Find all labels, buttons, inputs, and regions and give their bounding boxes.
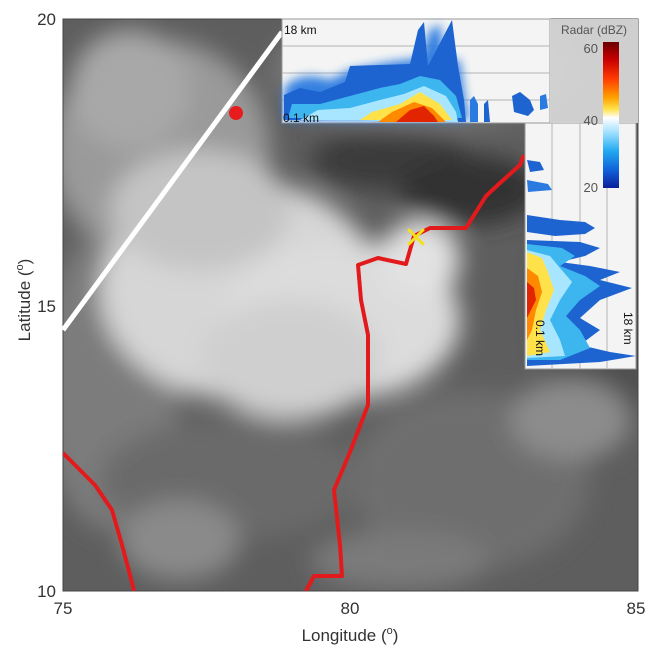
colorbar-tick-60: 60 xyxy=(584,41,598,56)
flight-track-line xyxy=(60,30,285,332)
x-tick-75: 75 xyxy=(54,599,73,618)
right-inset-height-high-label: 18 km xyxy=(621,312,635,345)
y-tick-10: 10 xyxy=(37,582,56,601)
colorbar-gradient xyxy=(603,42,619,188)
axis-ticks: 75 80 85 20 15 10 xyxy=(37,10,645,618)
y-tick-20: 20 xyxy=(37,10,56,29)
yellow-cross-marker xyxy=(407,228,425,246)
colorbar-tick-40: 40 xyxy=(584,113,598,128)
radar-colorbar: Radar (dBZ) 60 40 20 xyxy=(550,19,638,195)
top-radar-inset: 18 km 0.1 km xyxy=(281,18,551,125)
x-axis-label: Longitude (o) xyxy=(302,625,399,645)
x-tick-80: 80 xyxy=(341,599,360,618)
colorbar-tick-20: 20 xyxy=(584,180,598,195)
colorbar-title: Radar (dBZ) xyxy=(561,23,627,37)
y-tick-15: 15 xyxy=(37,297,56,316)
top-inset-height-top-label: 18 km xyxy=(284,23,317,37)
right-inset-height-low-label: 0.1 km xyxy=(533,320,547,356)
red-dot-marker xyxy=(229,106,243,120)
y-axis-label: Latitude (o) xyxy=(14,259,34,342)
top-inset-height-bottom-label: 0.1 km xyxy=(283,111,319,125)
coastline xyxy=(63,154,526,591)
x-tick-85: 85 xyxy=(627,599,646,618)
right-radar-inset: 0.1 km 18 km xyxy=(524,122,637,370)
